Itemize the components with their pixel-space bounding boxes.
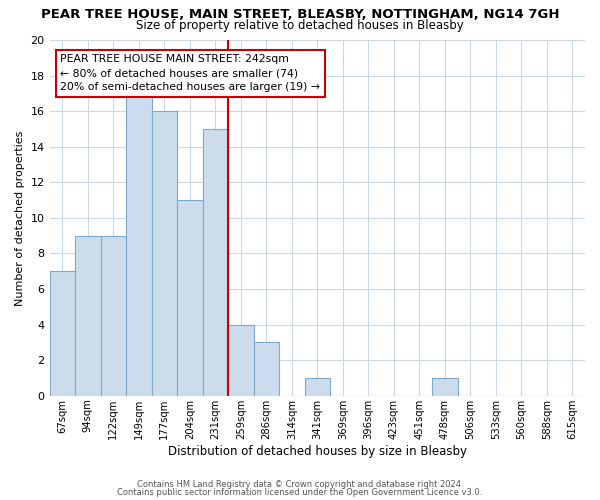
Text: PEAR TREE HOUSE, MAIN STREET, BLEASBY, NOTTINGHAM, NG14 7GH: PEAR TREE HOUSE, MAIN STREET, BLEASBY, N… [41,8,559,20]
Bar [177,200,203,396]
Bar [50,272,75,396]
Bar [432,378,458,396]
Bar [203,129,228,396]
Bar [254,342,279,396]
Text: Contains public sector information licensed under the Open Government Licence v3: Contains public sector information licen… [118,488,482,497]
Bar [101,236,126,396]
Bar [152,111,177,396]
Bar [228,324,254,396]
Y-axis label: Number of detached properties: Number of detached properties [15,130,25,306]
Bar [305,378,330,396]
Bar [126,94,152,396]
Text: Contains HM Land Registry data © Crown copyright and database right 2024.: Contains HM Land Registry data © Crown c… [137,480,463,489]
Text: Size of property relative to detached houses in Bleasby: Size of property relative to detached ho… [136,18,464,32]
Bar [75,236,101,396]
Text: PEAR TREE HOUSE MAIN STREET: 242sqm
← 80% of detached houses are smaller (74)
20: PEAR TREE HOUSE MAIN STREET: 242sqm ← 80… [60,54,320,92]
X-axis label: Distribution of detached houses by size in Bleasby: Distribution of detached houses by size … [168,444,467,458]
